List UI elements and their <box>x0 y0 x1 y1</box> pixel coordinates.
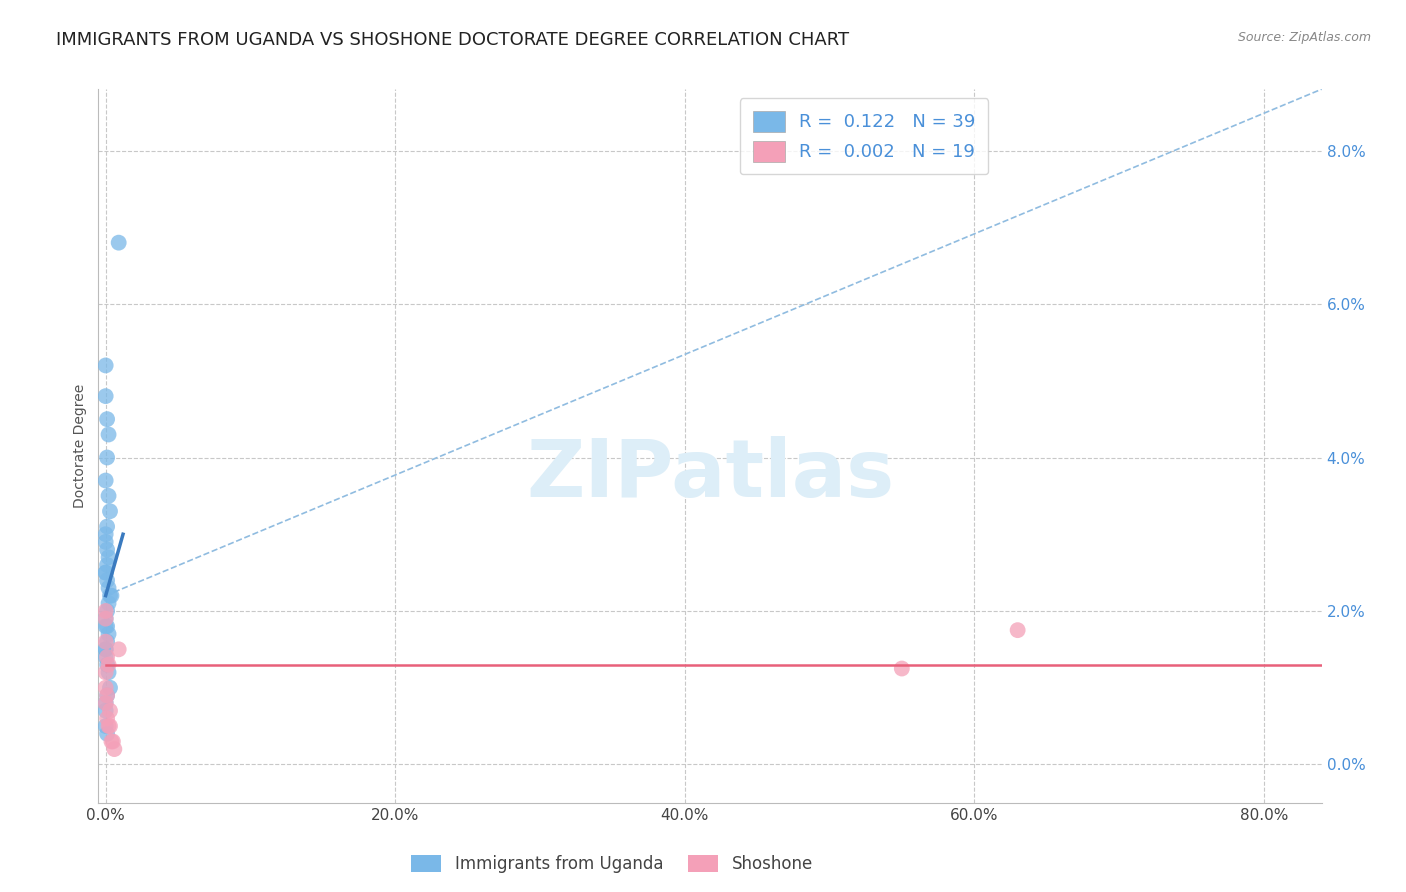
Point <box>96 689 118 703</box>
Point <box>103 742 125 756</box>
Point <box>96 689 118 703</box>
Point <box>97 657 120 672</box>
Point <box>94 604 117 618</box>
Point <box>98 504 121 518</box>
Point <box>1007 623 1029 637</box>
Point <box>96 604 118 618</box>
Point <box>96 619 118 633</box>
Point <box>107 642 129 657</box>
Point <box>97 489 120 503</box>
Legend: Immigrants from Uganda, Shoshone: Immigrants from Uganda, Shoshone <box>405 848 820 880</box>
Point <box>98 589 121 603</box>
Point <box>98 719 121 733</box>
Point <box>98 704 121 718</box>
Point <box>96 657 118 672</box>
Point <box>96 727 118 741</box>
Point <box>94 634 117 648</box>
Point <box>97 627 120 641</box>
Point <box>94 696 117 710</box>
Point <box>96 650 118 665</box>
Point <box>96 450 118 465</box>
Point <box>94 665 117 680</box>
Point <box>97 581 120 595</box>
Point <box>94 619 117 633</box>
Point <box>96 542 118 557</box>
Point <box>94 642 117 657</box>
Point <box>94 566 117 580</box>
Point <box>97 719 120 733</box>
Point <box>94 359 117 373</box>
Point <box>98 681 121 695</box>
Point <box>96 634 118 648</box>
Point <box>94 696 117 710</box>
Text: Source: ZipAtlas.com: Source: ZipAtlas.com <box>1237 31 1371 45</box>
Point <box>100 734 122 748</box>
Y-axis label: Doctorate Degree: Doctorate Degree <box>73 384 87 508</box>
Point <box>96 519 118 533</box>
Point <box>97 427 120 442</box>
Point <box>890 661 912 675</box>
Point <box>96 574 118 588</box>
Point <box>94 474 117 488</box>
Point <box>97 665 120 680</box>
Point <box>97 550 120 565</box>
Point <box>107 235 129 250</box>
Point <box>94 612 117 626</box>
Point <box>96 558 118 572</box>
Point <box>96 711 118 725</box>
Point <box>94 704 117 718</box>
Point <box>94 566 117 580</box>
Point <box>96 412 118 426</box>
Point <box>101 734 124 748</box>
Point <box>94 527 117 541</box>
Point <box>94 642 117 657</box>
Text: IMMIGRANTS FROM UGANDA VS SHOSHONE DOCTORATE DEGREE CORRELATION CHART: IMMIGRANTS FROM UGANDA VS SHOSHONE DOCTO… <box>56 31 849 49</box>
Point <box>94 612 117 626</box>
Point <box>94 389 117 403</box>
Point <box>94 535 117 549</box>
Point <box>97 596 120 610</box>
Point <box>94 681 117 695</box>
Text: ZIPatlas: ZIPatlas <box>526 435 894 514</box>
Point <box>94 719 117 733</box>
Point <box>100 589 122 603</box>
Point <box>94 650 117 665</box>
